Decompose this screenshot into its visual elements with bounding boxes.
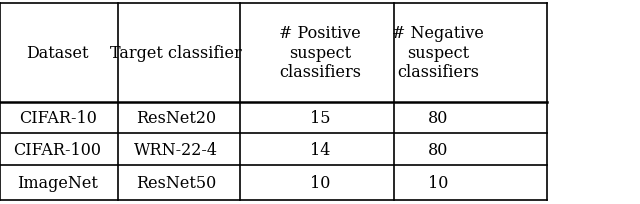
Text: 14: 14 <box>310 141 330 158</box>
Text: CIFAR-10: CIFAR-10 <box>19 109 97 126</box>
Text: # Positive
suspect
classifiers: # Positive suspect classifiers <box>279 25 361 81</box>
Text: 80: 80 <box>428 109 449 126</box>
Text: 80: 80 <box>428 141 449 158</box>
Text: Dataset: Dataset <box>26 45 89 61</box>
Text: CIFAR-100: CIFAR-100 <box>13 141 102 158</box>
Text: ImageNet: ImageNet <box>17 174 98 191</box>
Text: # Negative
suspect
classifiers: # Negative suspect classifiers <box>392 25 484 81</box>
Text: ResNet20: ResNet20 <box>136 109 216 126</box>
Text: WRN-22-4: WRN-22-4 <box>134 141 218 158</box>
Text: 15: 15 <box>310 109 330 126</box>
Text: 10: 10 <box>310 174 330 191</box>
Text: Target classifier: Target classifier <box>110 45 242 61</box>
Text: 10: 10 <box>428 174 449 191</box>
Text: ResNet50: ResNet50 <box>136 174 216 191</box>
